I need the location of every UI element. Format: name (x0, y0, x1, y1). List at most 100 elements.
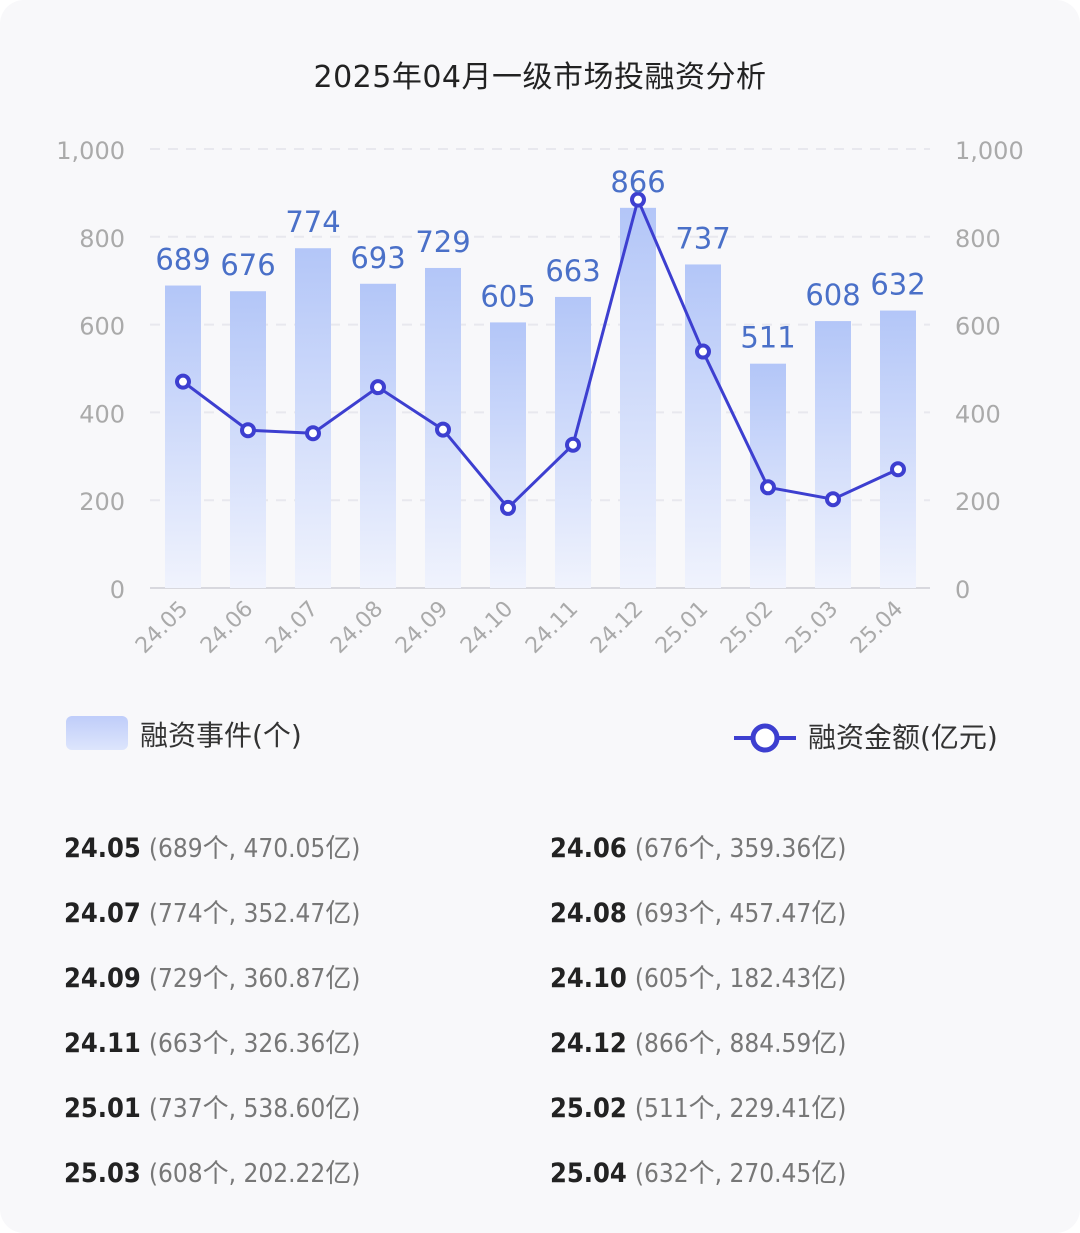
y-tick-right: 200 (955, 488, 1001, 516)
y-tick-right: 600 (955, 313, 1001, 341)
summary-item: 24.12 (866个, 884.59亿) (550, 1023, 846, 1060)
summary-period: 24.08 (550, 898, 627, 929)
bar-value-label: 663 (545, 254, 600, 288)
summary-item: 25.02 (511个, 229.41亿) (550, 1088, 846, 1125)
legend-bar-swatch (66, 716, 128, 750)
amount-point (565, 436, 581, 453)
y-tick-left: 600 (79, 313, 125, 341)
amount-point (500, 499, 516, 516)
x-tick-label: 25.03 (781, 597, 843, 659)
bar-value-label: 605 (480, 279, 535, 313)
bar (750, 363, 786, 588)
summary-detail: (511个, 229.41亿) (634, 1094, 847, 1124)
summary-item: 24.08 (693个, 457.47亿) (550, 893, 846, 930)
summary-period: 24.07 (64, 898, 141, 929)
amount-point (370, 379, 386, 396)
summary-detail: (729个, 360.87亿) (148, 964, 361, 994)
bar-value-label: 608 (805, 278, 860, 312)
summary-detail: (632个, 270.45亿) (634, 1159, 847, 1189)
y-tick-right: 1,000 (955, 137, 1024, 165)
summary-period: 25.01 (64, 1093, 141, 1124)
summary-detail: (608个, 202.22亿) (148, 1159, 361, 1189)
x-tick-label: 25.02 (716, 597, 778, 659)
summary-detail: (866个, 884.59亿) (634, 1029, 847, 1059)
bar (230, 291, 266, 588)
bar-value-label: 689 (155, 243, 210, 277)
bar-value-label: 693 (350, 241, 405, 275)
summary-detail: (605个, 182.43亿) (634, 964, 847, 994)
amount-line (182, 195, 899, 511)
amount-point (305, 425, 321, 442)
summary-detail: (774个, 352.47亿) (148, 899, 361, 929)
summary-detail: (676个, 359.36亿) (634, 834, 847, 864)
summary-period: 24.06 (550, 833, 627, 864)
x-tick-label: 24.06 (196, 597, 258, 659)
bar (815, 321, 851, 588)
amount-point (890, 461, 906, 478)
x-tick-label: 24.09 (391, 597, 453, 659)
y-tick-left: 0 (110, 576, 125, 604)
amount-point (240, 422, 256, 439)
summary-period: 24.09 (64, 963, 141, 994)
amount-point (695, 343, 711, 360)
x-tick-label: 24.05 (131, 597, 193, 659)
bar-value-label: 632 (870, 268, 925, 302)
summary-period: 24.11 (64, 1028, 141, 1059)
bar-value-label: 866 (610, 165, 665, 199)
summary-detail: (693个, 457.47亿) (634, 899, 847, 929)
x-tick-label: 25.04 (846, 597, 908, 659)
bar-value-label: 729 (415, 225, 470, 259)
y-tick-left: 200 (79, 488, 125, 516)
bar (490, 322, 526, 588)
summary-item: 25.03 (608个, 202.22亿) (64, 1153, 360, 1190)
summary-period: 25.04 (550, 1158, 627, 1189)
summary-detail: (737个, 538.60亿) (148, 1094, 361, 1124)
bar-value-label: 511 (740, 321, 795, 355)
summary-period: 24.05 (64, 833, 141, 864)
combo-chart: 0 0 200 200 400 400 600 600 800 800 1,000 1,000 689… (56, 137, 1024, 659)
bar-value-label: 737 (675, 221, 730, 255)
bar (165, 285, 201, 588)
summary-item: 24.06 (676个, 359.36亿) (550, 828, 846, 865)
x-tick-label: 25.01 (651, 597, 713, 659)
bar (685, 264, 721, 588)
chart-title: 2025年04月一级市场投融资分析 (313, 60, 767, 95)
amount-point (825, 491, 841, 508)
x-tick-label: 24.11 (521, 597, 583, 659)
y-tick-right: 800 (955, 225, 1001, 253)
y-tick-right: 0 (955, 576, 970, 604)
legend-line-label: 融资金额(亿元) (808, 721, 998, 754)
summary-item: 24.10 (605个, 182.43亿) (550, 958, 846, 995)
bar (295, 248, 331, 589)
summary-period: 25.03 (64, 1158, 141, 1189)
bar-value-label: 676 (220, 248, 275, 282)
x-tick-label: 24.08 (326, 597, 388, 659)
y-tick-left: 800 (79, 225, 125, 253)
summary-item: 24.11 (663个, 326.36亿) (64, 1023, 360, 1060)
amount-point (760, 479, 776, 496)
x-tick-label: 24.10 (456, 597, 518, 659)
bar (880, 310, 916, 588)
y-tick-left: 400 (79, 400, 125, 428)
summary-detail: (663个, 326.36亿) (148, 1029, 361, 1059)
bar-value-label: 774 (285, 205, 340, 239)
legend-line-marker-icon (734, 723, 796, 753)
x-tick-label: 24.12 (586, 597, 648, 659)
summary-period: 24.12 (550, 1028, 627, 1059)
legend-bar-label: 融资事件(个) (140, 719, 302, 752)
y-tick-right: 400 (955, 400, 1001, 428)
summary-detail: (689个, 470.05亿) (148, 834, 361, 864)
x-tick-label: 24.07 (261, 597, 323, 659)
summary-period: 25.02 (550, 1093, 627, 1124)
bar (620, 207, 656, 588)
summary-item: 25.04 (632个, 270.45亿) (550, 1153, 846, 1190)
y-tick-left: 1,000 (56, 137, 125, 165)
summary-item: 24.05 (689个, 470.05亿) (64, 828, 360, 865)
summary-item: 24.09 (729个, 360.87亿) (64, 958, 360, 995)
summary-period: 24.10 (550, 963, 627, 994)
bar (360, 283, 396, 588)
amount-point (175, 373, 191, 390)
summary-item: 25.01 (737个, 538.60亿) (64, 1088, 360, 1125)
amount-point (630, 191, 646, 208)
